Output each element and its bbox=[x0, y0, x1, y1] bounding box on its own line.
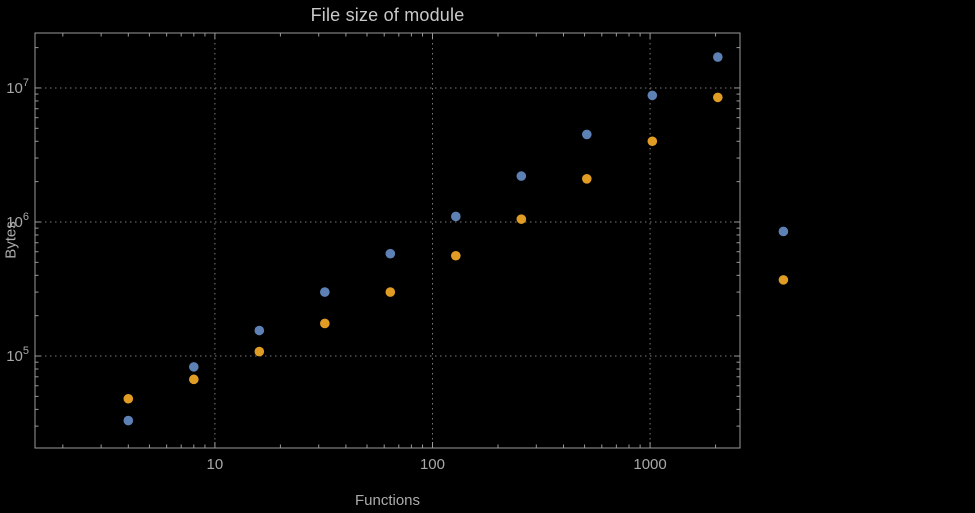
chart-title: File size of module bbox=[310, 5, 465, 25]
data-point-series-blue bbox=[582, 129, 592, 140]
x-tick-label: 1000 bbox=[633, 456, 666, 473]
data-point-series-orange bbox=[123, 393, 134, 404]
data-point-series-orange bbox=[385, 287, 396, 297]
data-point-series-orange bbox=[189, 374, 199, 385]
y-tick-label: 107 bbox=[6, 77, 29, 97]
plot-frame bbox=[34, 32, 741, 449]
data-point-series-blue bbox=[516, 171, 527, 181]
y-axis-label: Bytes bbox=[2, 221, 20, 259]
data-point-series-blue bbox=[189, 362, 199, 372]
data-point-series-blue bbox=[778, 226, 789, 237]
data-point-series-blue bbox=[385, 248, 396, 259]
x-tick-label: 10 bbox=[207, 456, 224, 473]
data-point-series-orange bbox=[647, 136, 658, 147]
y-tick-label: 105 bbox=[6, 345, 29, 365]
data-point-series-orange bbox=[516, 214, 527, 224]
data-point-series-orange bbox=[254, 346, 265, 357]
data-point-series-orange bbox=[451, 250, 461, 261]
data-point-series-orange bbox=[713, 92, 723, 103]
data-point-series-blue bbox=[713, 52, 723, 62]
y-tick-label: 106 bbox=[6, 211, 29, 231]
data-point-series-orange bbox=[778, 275, 789, 285]
data-point-series-blue bbox=[320, 287, 330, 297]
data-point-series-blue bbox=[647, 90, 658, 101]
data-point-series-blue bbox=[254, 325, 265, 336]
data-point-series-blue bbox=[123, 415, 134, 426]
data-point-series-blue bbox=[451, 211, 461, 222]
x-tick-label: 100 bbox=[420, 456, 445, 473]
x-axis-label: Functions bbox=[354, 492, 421, 509]
data-point-series-orange bbox=[582, 173, 592, 184]
data-point-series-orange bbox=[320, 318, 330, 329]
